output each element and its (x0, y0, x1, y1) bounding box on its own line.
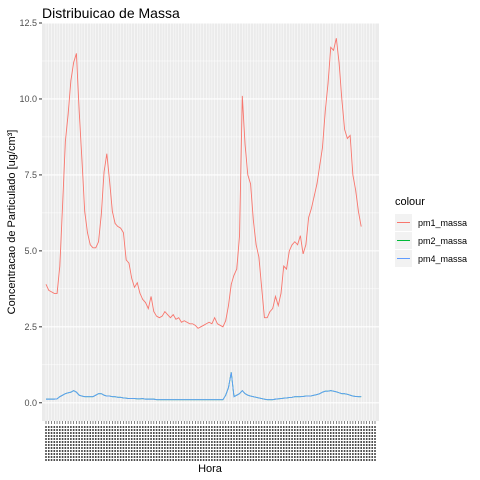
series-line-pm1_massa (45, 38, 362, 329)
plot-panel (42, 23, 379, 421)
series-line-pm4_massa (46, 372, 362, 401)
legend: colour pm1_massa pm2_massa pm4_massa (395, 196, 467, 267)
y-tick-label: 10.0 (19, 94, 37, 104)
y-axis-title: Concentracao de Particulado [ug/cm³] (6, 130, 18, 315)
y-tick-label: 2.5 (24, 322, 37, 332)
chart-title: Distribuicao de Massa (42, 5, 180, 21)
y-axis: 0.0 2.5 5.0 7.5 10.0 12.5 (19, 18, 42, 408)
x-axis-title: Hora (198, 463, 223, 475)
legend-label: pm1_massa (418, 218, 467, 228)
y-tick-label: 5.0 (24, 246, 37, 256)
x-gridlines (45, 23, 376, 421)
x-axis-ticks (45, 421, 376, 462)
y-tick-label: 0.0 (24, 398, 37, 408)
legend-label: pm2_massa (418, 236, 467, 246)
legend-title: colour (395, 196, 425, 208)
y-tick-label: 12.5 (19, 18, 37, 28)
series-lines (45, 38, 362, 401)
y-tick-label: 7.5 (24, 170, 37, 180)
legend-label: pm4_massa (418, 254, 467, 264)
